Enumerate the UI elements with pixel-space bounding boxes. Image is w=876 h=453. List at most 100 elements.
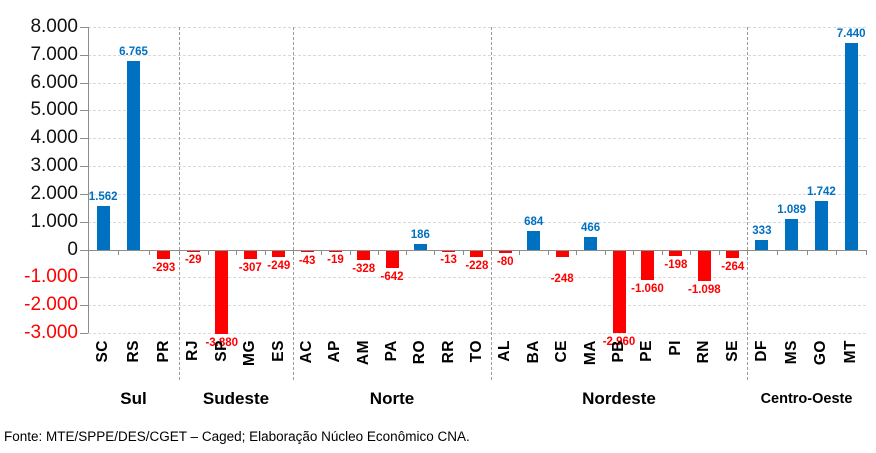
y-axis-tick-label: 0 — [67, 238, 78, 260]
y-axis-tick — [80, 333, 88, 334]
y-axis-tick — [80, 54, 88, 56]
y-axis-tick — [80, 305, 88, 307]
value-label-PI: -198 — [664, 259, 688, 272]
bar-AL — [498, 250, 512, 253]
value-label-CE: -248 — [550, 273, 574, 286]
value-label-RJ: -29 — [184, 254, 202, 267]
value-label-SC: 1.562 — [88, 191, 118, 204]
y-axis-tick — [80, 193, 88, 195]
x-axis-label-MT: MT — [842, 340, 860, 364]
value-label-RN: -1.098 — [688, 284, 721, 297]
bar-RR — [442, 250, 456, 252]
gridline — [88, 193, 866, 195]
x-axis-label-MS: MS — [782, 340, 800, 365]
x-axis-label-PB: PB — [610, 340, 627, 363]
x-axis-label-SE: SE — [723, 340, 741, 362]
y-axis-tick — [80, 138, 88, 140]
y-axis-tick — [80, 221, 88, 223]
x-axis-tick — [264, 249, 266, 255]
x-axis-tick — [519, 249, 521, 255]
x-axis-label-MG: MG — [241, 340, 259, 366]
bar-DF — [755, 240, 769, 250]
bar-PI — [669, 250, 683, 257]
x-axis-tick — [293, 249, 294, 255]
y-axis-tick — [80, 166, 88, 168]
y-axis-tick — [80, 82, 88, 84]
x-axis-tick — [148, 249, 150, 255]
gridline — [88, 166, 866, 168]
value-label-TO: -228 — [465, 259, 489, 272]
x-axis-label-AP: AP — [326, 340, 344, 363]
value-label-SP: -3.880 — [205, 337, 239, 349]
bar-MG — [243, 250, 257, 260]
value-label-GO: 1.742 — [806, 186, 836, 199]
value-label-MG: -307 — [238, 262, 262, 275]
region-label-centro-oeste: Centro-Oeste — [760, 391, 853, 407]
x-axis-tick — [806, 249, 808, 255]
bar-BA — [527, 230, 541, 250]
x-axis-label-RR: RR — [439, 340, 457, 364]
bar-MS — [785, 219, 799, 250]
bar-RJ — [186, 250, 200, 252]
x-axis-tick — [434, 249, 436, 255]
bar-SP — [215, 250, 229, 334]
x-axis-tick — [377, 249, 379, 255]
bar-RN — [697, 250, 711, 282]
gridline — [88, 305, 866, 307]
x-axis-label-BA: BA — [524, 340, 542, 364]
y-axis-tick-label: 6.000 — [30, 71, 78, 93]
x-axis-tick — [836, 249, 838, 255]
bar-PR — [157, 250, 171, 259]
x-axis-tick — [661, 249, 663, 255]
y-axis-tick — [80, 277, 88, 279]
x-axis-tick — [776, 249, 778, 255]
x-axis-label-SC: SC — [94, 340, 112, 363]
x-axis-tick — [88, 249, 89, 255]
x-axis-label-RN: RN — [695, 340, 713, 364]
bar-GO — [814, 201, 828, 250]
value-label-SE: -264 — [721, 260, 745, 273]
region-label-sul: Sul — [120, 389, 147, 408]
x-axis-tick — [747, 249, 748, 255]
x-axis-label-CE: CE — [553, 340, 571, 363]
x-axis-tick — [236, 249, 237, 255]
value-label-RS: 6.765 — [119, 46, 148, 59]
gridline — [88, 110, 866, 112]
bar-SE — [726, 250, 740, 258]
bar-PB — [612, 250, 626, 333]
bar-RS — [127, 61, 140, 250]
value-label-RR: -13 — [440, 253, 457, 266]
y-axis-tick-label: 1.000 — [30, 210, 78, 232]
value-label-PE: -1.060 — [631, 283, 664, 296]
value-label-BA: 684 — [524, 215, 544, 228]
x-axis-label-PI: PI — [666, 340, 684, 356]
value-label-AC: -43 — [298, 254, 316, 267]
region-separator — [293, 27, 294, 380]
x-axis-tick — [690, 249, 692, 255]
x-axis-tick — [349, 249, 351, 255]
y-axis-tick — [80, 110, 88, 112]
x-axis-tick — [718, 249, 720, 255]
x-axis-tick — [118, 249, 120, 255]
value-label-MS: 1.089 — [777, 204, 807, 217]
y-axis-tick-label: 5.000 — [30, 99, 78, 121]
region-label-sudeste: Sudeste — [202, 389, 270, 408]
y-axis-tick-label: -2.000 — [24, 294, 78, 316]
bar-CE — [555, 250, 569, 258]
x-axis-label-RO: RO — [411, 340, 429, 365]
bar-RO — [413, 244, 427, 250]
x-axis-tick — [604, 249, 606, 255]
region-label-norte: Norte — [369, 389, 415, 408]
value-label-AM: -328 — [352, 262, 376, 275]
x-axis-label-GO: GO — [812, 340, 830, 366]
region-separator — [747, 27, 748, 380]
x-axis-tick — [179, 249, 180, 255]
x-axis-tick — [576, 249, 578, 255]
x-axis-label-ES: ES — [269, 340, 287, 362]
y-axis-tick — [80, 27, 88, 28]
y-axis-tick-label: 4.000 — [30, 127, 78, 149]
bar-TO — [470, 250, 484, 257]
value-label-ES: -249 — [267, 260, 291, 273]
bar-MA — [584, 236, 598, 250]
